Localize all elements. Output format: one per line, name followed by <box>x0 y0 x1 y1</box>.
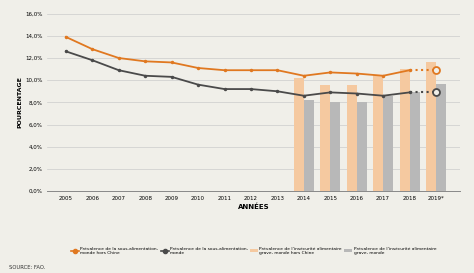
Text: SOURCE: FAO.: SOURCE: FAO. <box>9 265 46 270</box>
Bar <box>373 75 383 191</box>
Bar <box>426 63 436 191</box>
Bar <box>330 102 340 191</box>
Bar <box>294 78 304 191</box>
Bar <box>320 85 330 191</box>
Legend: Prévalence de la sous-alimentation,
monde hors Chine, Prévalence de la sous-alim: Prévalence de la sous-alimentation, mond… <box>71 247 436 255</box>
X-axis label: ANNÉES: ANNÉES <box>238 204 269 210</box>
Bar <box>410 92 419 191</box>
Bar <box>304 100 314 191</box>
Bar <box>383 96 393 191</box>
Bar <box>400 69 410 191</box>
Bar <box>436 84 446 191</box>
Y-axis label: POURCENTAGE: POURCENTAGE <box>18 76 22 128</box>
Bar <box>346 85 356 191</box>
Bar <box>356 102 367 191</box>
